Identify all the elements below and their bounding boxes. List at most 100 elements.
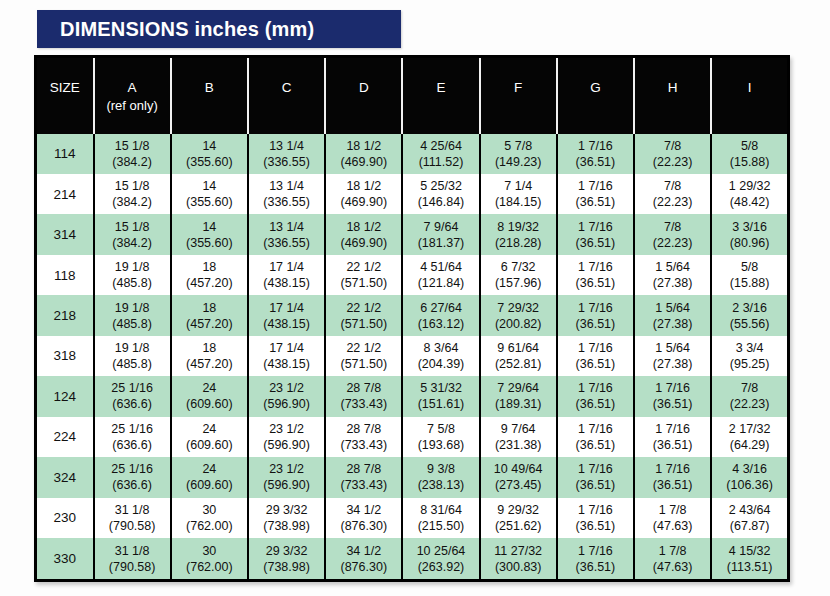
dimension-cell: 29 3/32 (738.98) [248, 538, 325, 580]
dimension-cell: 28 7/8 (733.43) [325, 417, 402, 457]
inches-value: 7 9/64 [403, 219, 478, 235]
dimension-cell: 18 1/2 (469.90) [325, 214, 402, 254]
table-row: 124 25 1/16 (636.6) 24 (609.60) 23 1/2 (… [36, 376, 789, 416]
inches-value: 23 1/2 [249, 380, 324, 396]
inches-value: 31 1/8 [95, 502, 170, 518]
dimension-cell: 25 1/16 (636.6) [94, 417, 171, 457]
dimension-cell: 1 5/64 (27.38) [634, 255, 711, 295]
inches-value: 4 25/64 [403, 138, 478, 154]
mm-value: (609.60) [172, 396, 247, 412]
column-header: I [711, 57, 788, 134]
column-header: A (ref only) [94, 57, 171, 134]
inches-value: 9 3/8 [403, 461, 478, 477]
dimension-cell: 25 1/16 (636.6) [94, 376, 171, 416]
inches-value: 7/8 [635, 178, 710, 194]
dimension-cell: 1 7/16 (36.51) [557, 417, 634, 457]
mm-value: (571.50) [326, 275, 401, 291]
column-header: G [557, 57, 634, 134]
mm-value: (36.51) [558, 316, 633, 332]
inches-value: 1 7/16 [558, 502, 633, 518]
inches-value: 24 [172, 380, 247, 396]
inches-value: 29 3/32 [249, 543, 324, 559]
mm-value: (438.15) [249, 356, 324, 372]
mm-value: (106.36) [712, 477, 787, 493]
inches-value: 13 1/4 [249, 178, 324, 194]
mm-value: (121.84) [403, 275, 478, 291]
size-cell: 324 [36, 457, 94, 497]
mm-value: (355.60) [172, 194, 247, 210]
inches-value: 17 1/4 [249, 300, 324, 316]
column-header: D [325, 57, 402, 134]
mm-value: (609.60) [172, 477, 247, 493]
size-cell: 218 [36, 295, 94, 335]
inches-value: 1 7/8 [635, 543, 710, 559]
mm-value: (36.51) [558, 396, 633, 412]
dimension-cell: 10 25/64 (263.92) [402, 538, 479, 580]
dimension-cell: 2 43/64 (67.87) [711, 498, 788, 538]
inches-value: 15 1/8 [95, 178, 170, 194]
inches-value: 9 7/64 [481, 421, 556, 437]
column-header-label: I [712, 78, 787, 97]
dimension-cell: 1 7/16 (36.51) [557, 295, 634, 335]
mm-value: (36.51) [558, 194, 633, 210]
dimension-cell: 7/8 (22.23) [711, 376, 788, 416]
table-row: 214 15 1/8 (384.2) 14 (355.60) 13 1/4 (3… [36, 174, 789, 214]
dimension-cell: 24 (609.60) [171, 376, 248, 416]
size-cell: 314 [36, 214, 94, 254]
inches-value: 7/8 [635, 138, 710, 154]
inches-value: 10 49/64 [481, 461, 556, 477]
dimension-cell: 18 1/2 (469.90) [325, 174, 402, 214]
column-header-label: C [249, 78, 324, 97]
dimension-cell: 9 61/64 (252.81) [480, 336, 557, 376]
mm-value: (36.51) [635, 396, 710, 412]
mm-value: (252.81) [481, 356, 556, 372]
dimensions-table: SIZE A (ref only) B C D E F G H I 1 [34, 55, 790, 582]
mm-value: (22.23) [712, 396, 787, 412]
inches-value: 24 [172, 421, 247, 437]
inches-value: 1 7/8 [635, 502, 710, 518]
mm-value: (151.61) [403, 396, 478, 412]
column-header: E [402, 57, 479, 134]
dimension-cell: 1 7/16 (36.51) [557, 214, 634, 254]
inches-value: 1 5/64 [635, 300, 710, 316]
mm-value: (22.23) [635, 154, 710, 170]
inches-value: 8 3/64 [403, 340, 478, 356]
inches-value: 10 25/64 [403, 543, 478, 559]
dimension-cell: 1 7/8 (47.63) [634, 538, 711, 580]
mm-value: (55.56) [712, 316, 787, 332]
dimension-cell: 1 7/16 (36.51) [634, 457, 711, 497]
dimension-cell: 19 1/8 (485.8) [94, 336, 171, 376]
mm-value: (762.00) [172, 518, 247, 534]
dimension-cell: 14 (355.60) [171, 214, 248, 254]
dimension-cell: 1 7/16 (36.51) [557, 457, 634, 497]
dimension-cell: 14 (355.60) [171, 134, 248, 174]
inches-value: 5 25/32 [403, 178, 478, 194]
inches-value: 8 19/32 [481, 219, 556, 235]
inches-value: 6 7/32 [481, 259, 556, 275]
inches-value: 7/8 [712, 380, 787, 396]
inches-value: 19 1/8 [95, 300, 170, 316]
inches-value: 5/8 [712, 259, 787, 275]
dimension-cell: 23 1/2 (596.90) [248, 457, 325, 497]
inches-value: 34 1/2 [326, 502, 401, 518]
inches-value: 1 7/16 [558, 421, 633, 437]
dimension-cell: 15 1/8 (384.2) [94, 134, 171, 174]
dimension-cell: 2 3/16 (55.56) [711, 295, 788, 335]
inches-value: 15 1/8 [95, 219, 170, 235]
inches-value: 7 29/32 [481, 300, 556, 316]
size-cell: 330 [36, 538, 94, 580]
mm-value: (204.39) [403, 356, 478, 372]
column-header-label: G [558, 78, 633, 97]
size-cell: 224 [36, 417, 94, 457]
dimension-cell: 24 (609.60) [171, 457, 248, 497]
inches-value: 31 1/8 [95, 543, 170, 559]
mm-value: (48.42) [712, 194, 787, 210]
mm-value: (146.84) [403, 194, 478, 210]
table-row: 224 25 1/16 (636.6) 24 (609.60) 23 1/2 (… [36, 417, 789, 457]
inches-value: 22 1/2 [326, 300, 401, 316]
mm-value: (355.60) [172, 235, 247, 251]
mm-value: (47.63) [635, 518, 710, 534]
dimension-cell: 5/8 (15.88) [711, 134, 788, 174]
column-header-subtext [37, 97, 93, 114]
inches-value: 7 5/8 [403, 421, 478, 437]
